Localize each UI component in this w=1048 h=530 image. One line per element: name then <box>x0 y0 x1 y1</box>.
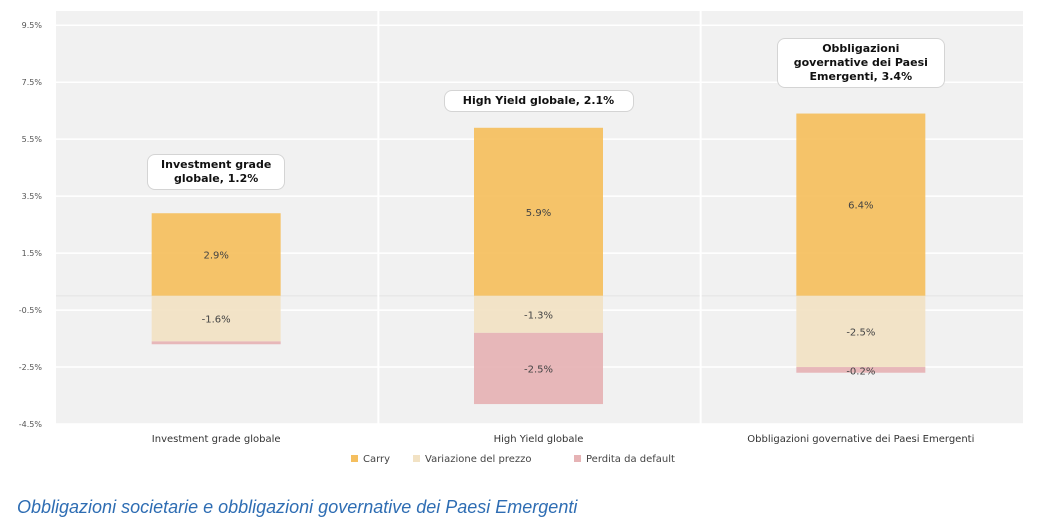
annotation-line: globale, 1.2% <box>174 172 259 185</box>
legend-label: Carry <box>363 454 390 465</box>
legend: Carry Variazione del prezzo Perdita da def… <box>351 454 675 465</box>
annotation-line: Obbligazioni <box>822 42 900 55</box>
data-label: 6.4% <box>848 201 873 212</box>
legend-swatch <box>351 455 358 462</box>
bar-segment <box>474 332 603 405</box>
bar-segment <box>151 295 281 342</box>
bar-segment <box>796 367 926 373</box>
data-label: 5.9% <box>526 208 551 219</box>
bar-segment <box>796 113 926 296</box>
annotation-box: Obbligazioni governative dei Paesi Emergen… <box>776 38 945 88</box>
bars <box>151 113 926 405</box>
data-label: -1.3% <box>524 310 553 321</box>
annotation-box: Investment grade globale, 1.2% <box>147 154 286 190</box>
data-label: -1.6% <box>202 315 231 326</box>
x-axis: Investment grade globale High Yield globa… <box>152 434 975 445</box>
legend-item: Variazione del prezzo <box>413 454 532 465</box>
bar-segment <box>151 213 281 296</box>
y-axis: 9.5% 7.5% 5.5% 3.5% 1.5% -0.5% -2.5% -4.5% <box>19 21 43 429</box>
annotation-line: Emergenti, 3.4% <box>809 70 913 83</box>
y-tick-label: -2.5% <box>19 363 43 372</box>
data-label: -2.5% <box>846 327 875 338</box>
legend-label: Perdita da default <box>586 454 675 465</box>
annotation-line: Investment grade <box>161 158 272 171</box>
x-tick-label: High Yield globale <box>494 434 584 445</box>
legend-swatch <box>574 455 581 462</box>
legend-item: Perdita da default <box>574 454 675 465</box>
y-tick-label: 5.5% <box>22 135 43 144</box>
legend-swatch <box>413 455 420 462</box>
bar-segment <box>151 341 281 345</box>
annotation-line: High Yield globale, 2.1% <box>462 94 615 107</box>
annotation-box: High Yield globale, 2.1% <box>443 90 634 112</box>
annotation-line: governative dei Paesi <box>793 56 928 69</box>
legend-item: Carry <box>351 454 390 465</box>
y-tick-label: 1.5% <box>22 249 43 258</box>
y-tick-label: -0.5% <box>19 306 43 315</box>
figure-caption: Obbligazioni societarie e obbligazioni g… <box>17 497 578 517</box>
y-tick-label: 3.5% <box>22 192 43 201</box>
y-tick-label: -4.5% <box>19 420 43 429</box>
legend-label: Variazione del prezzo <box>425 454 532 465</box>
bar-segment <box>474 295 603 333</box>
data-labels: 2.9% -1.6% 5.9% -1.3% -2.5% 6.4% -2.5% -0.2% <box>202 201 876 378</box>
data-label: 2.9% <box>203 251 228 262</box>
bar-segment <box>474 127 603 296</box>
y-tick-label: 9.5% <box>22 21 43 30</box>
bar-segment <box>796 295 926 368</box>
data-label: -2.5% <box>524 364 553 375</box>
data-label: -0.2% <box>846 367 875 378</box>
x-tick-label: Obbligazioni governative dei Paesi Emerg… <box>747 434 974 445</box>
x-tick-label: Investment grade globale <box>152 434 281 445</box>
y-tick-label: 7.5% <box>22 78 43 87</box>
